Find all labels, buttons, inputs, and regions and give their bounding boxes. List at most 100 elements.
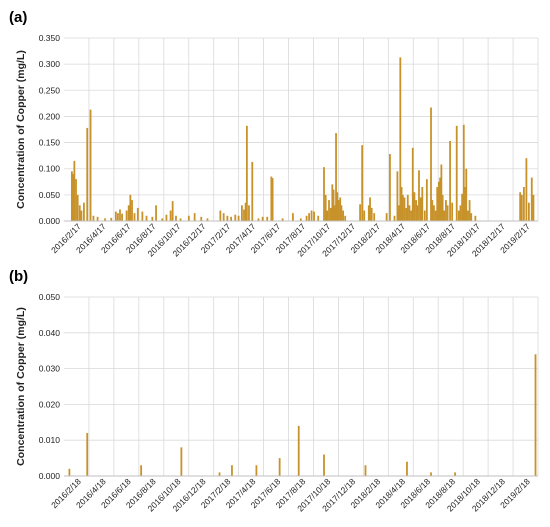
data-bar — [281, 218, 284, 221]
data-bar — [169, 210, 172, 221]
data-bar — [462, 124, 465, 221]
data-bar — [129, 194, 132, 221]
data-bar — [430, 472, 432, 476]
data-bar — [465, 168, 468, 221]
data-bar — [445, 200, 447, 221]
data-bar — [175, 215, 177, 221]
data-bar — [244, 202, 247, 221]
y-tick-label: 0.050 — [39, 292, 61, 302]
data-bar — [141, 211, 144, 221]
data-bar — [237, 215, 240, 221]
data-bar — [339, 197, 342, 221]
data-bar — [461, 193, 464, 221]
data-bar — [323, 454, 325, 476]
data-bar — [136, 207, 139, 221]
data-bar — [121, 213, 123, 221]
data-bar — [257, 218, 260, 221]
panel-label-b: (b) — [9, 268, 29, 285]
data-bar — [519, 192, 522, 221]
data-bar — [317, 215, 320, 221]
y-tick-label: 0.010 — [39, 435, 61, 445]
data-bar — [361, 145, 364, 221]
data-bar — [449, 141, 451, 221]
data-bar — [200, 216, 203, 221]
data-bar — [337, 200, 340, 221]
y-axis-title: Concentration of Copper (mg/L) — [15, 307, 27, 466]
data-bar — [241, 205, 243, 221]
data-bar — [441, 194, 444, 221]
data-bar — [403, 197, 406, 221]
data-bar — [73, 160, 76, 221]
data-bar — [251, 161, 254, 221]
data-bar — [328, 200, 330, 221]
y-tick-label: 0.050 — [39, 190, 61, 200]
data-bar — [410, 210, 413, 221]
data-bar — [406, 461, 408, 476]
data-bar — [323, 167, 325, 221]
y-axis-title: Concentration of Copper (mg/L) — [15, 50, 27, 209]
data-bar — [416, 205, 419, 221]
data-bar — [78, 205, 81, 221]
chart-panel-1: 0.0000.0100.0200.0300.0400.0502016/2/182… — [15, 292, 539, 513]
data-bar — [313, 211, 315, 221]
data-bar — [180, 447, 183, 476]
data-bar — [434, 210, 437, 221]
data-bar — [332, 189, 335, 221]
data-bar — [161, 218, 164, 221]
data-bar — [455, 125, 458, 221]
data-bar — [125, 210, 128, 221]
data-bar — [393, 215, 396, 221]
data-bar — [436, 187, 439, 221]
data-bar — [363, 210, 366, 221]
data-bar — [219, 210, 222, 221]
data-bar — [104, 218, 106, 221]
data-bar — [400, 187, 403, 221]
data-bar — [437, 181, 440, 221]
data-bar — [433, 205, 435, 221]
data-bar — [151, 216, 154, 221]
data-bar — [297, 425, 300, 476]
data-bar — [131, 200, 133, 221]
data-bar — [140, 465, 143, 476]
data-bar — [86, 127, 89, 221]
y-tick-label: 0.000 — [39, 471, 61, 481]
data-bar — [530, 177, 533, 221]
data-bar — [336, 192, 339, 221]
data-bar — [255, 465, 258, 476]
data-bar — [206, 218, 209, 221]
data-bar — [342, 210, 344, 221]
data-bar — [413, 192, 416, 221]
data-bar — [110, 217, 113, 221]
data-bar — [457, 210, 460, 221]
data-bar — [418, 170, 420, 221]
data-bar — [331, 184, 334, 221]
data-bar — [310, 210, 313, 221]
data-bar — [520, 194, 523, 221]
data-bar — [367, 205, 370, 221]
data-bar — [399, 57, 402, 221]
data-bar — [523, 187, 525, 221]
data-bar — [411, 147, 414, 221]
data-bar — [396, 171, 399, 221]
data-bar — [155, 205, 157, 221]
y-tick-label: 0.100 — [39, 164, 61, 174]
data-bar — [406, 194, 409, 221]
data-bar — [467, 210, 469, 221]
data-bar — [408, 205, 411, 221]
data-bar — [70, 171, 73, 221]
data-bar — [369, 197, 371, 221]
data-bar — [459, 205, 462, 221]
data-bar — [119, 209, 121, 221]
data-bar — [261, 216, 264, 221]
y-tick-label: 0.250 — [39, 85, 61, 95]
y-tick-label: 0.020 — [39, 399, 61, 409]
data-bar — [271, 178, 274, 221]
data-bar — [443, 210, 446, 221]
data-bar — [439, 177, 442, 221]
data-bar — [385, 213, 388, 221]
data-bar — [179, 218, 182, 221]
data-bar — [234, 214, 237, 221]
data-bar — [446, 205, 449, 221]
y-tick-label: 0.030 — [39, 364, 61, 374]
